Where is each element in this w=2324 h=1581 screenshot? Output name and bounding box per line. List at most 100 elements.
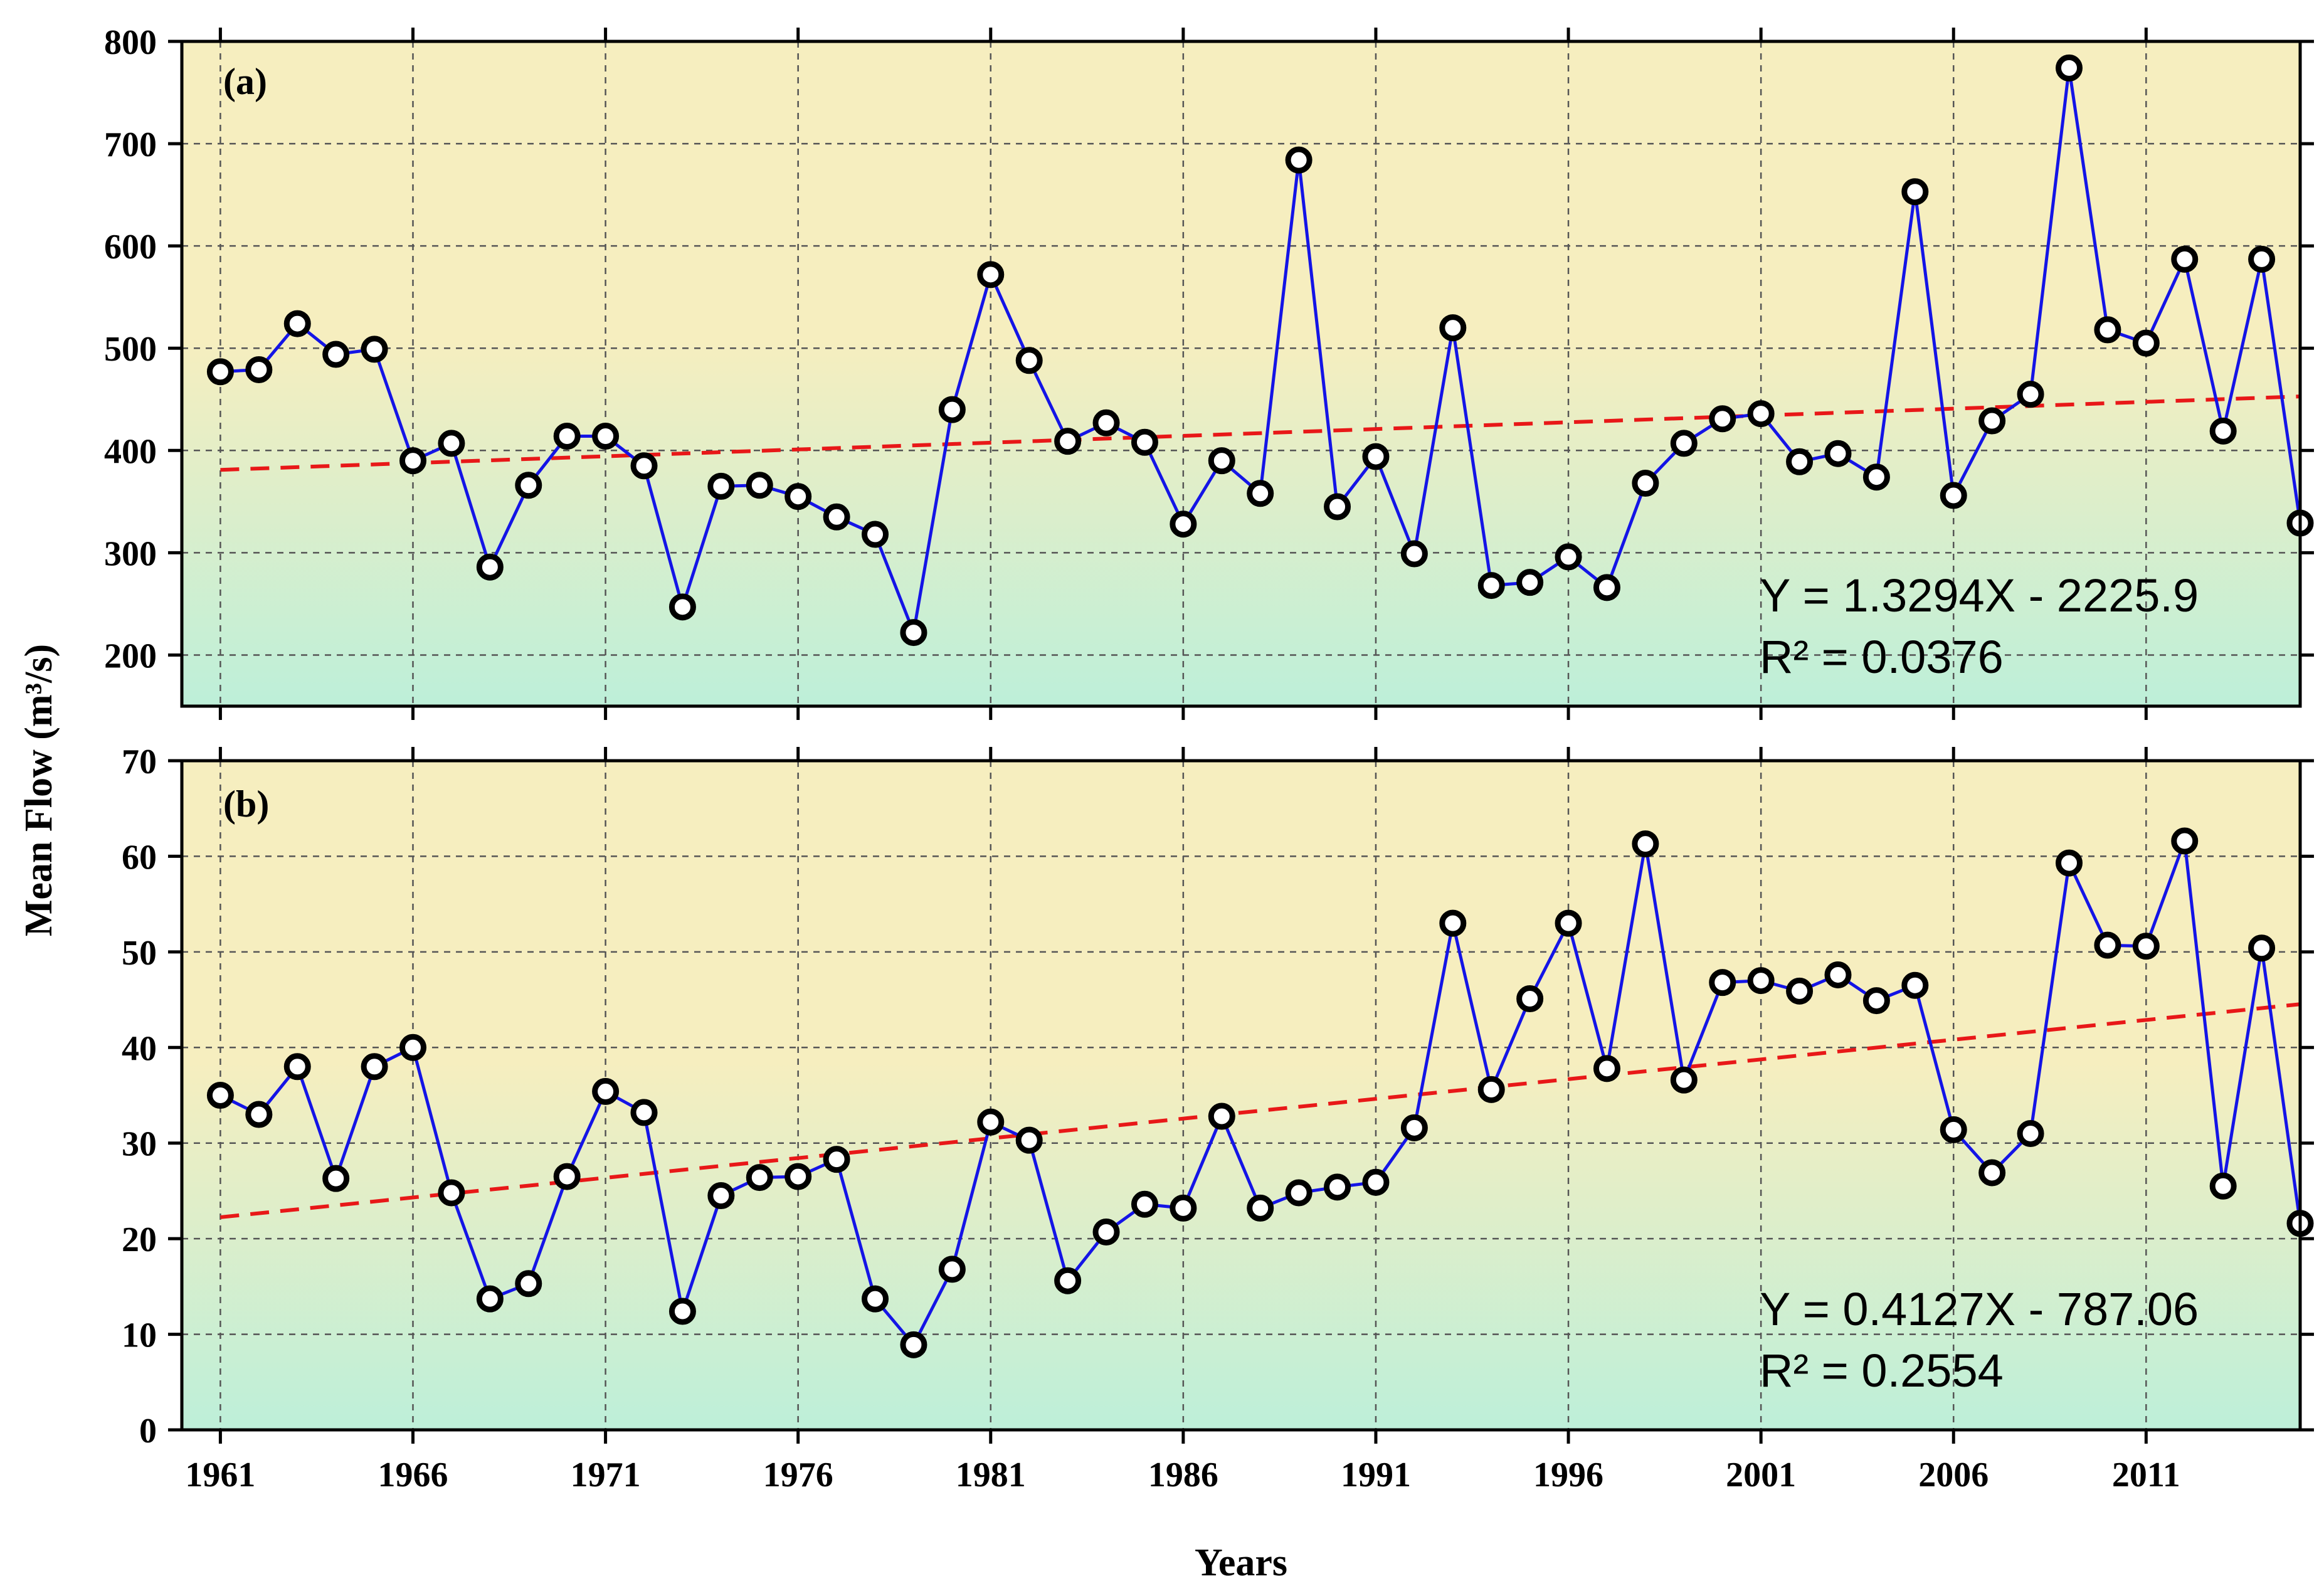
panel-a-plot-area — [182, 41, 2300, 706]
panel-a-ytick-label-500: 500 — [104, 330, 157, 369]
panel-b-ytick-label-40: 40 — [122, 1029, 157, 1068]
panel-b-r-squared: R² = 0.2554 — [1760, 1345, 2004, 1397]
panel-b-point-1978 — [862, 1285, 889, 1313]
panel-a-point-2002 — [1786, 448, 1814, 475]
panel-a-point-2000 — [1709, 405, 1736, 433]
panel-b-point-1998 — [1632, 830, 1659, 858]
panel-b-point-1999 — [1670, 1066, 1698, 1094]
panel-b-point-1970 — [553, 1163, 581, 1190]
panel-b-point-1968 — [476, 1285, 504, 1313]
panel-b-markers — [206, 827, 2314, 1358]
panel-b-y-tick-labels: 0 10 20 30 40 50 60 70 — [122, 743, 157, 1451]
panel-a-point-1980 — [938, 396, 966, 423]
panel-a-point-1992 — [1400, 540, 1428, 568]
panel-b-point-1983 — [1054, 1267, 1082, 1294]
panel-a-point-1996 — [1555, 543, 1582, 571]
panel-a-ytick-label-600: 600 — [104, 228, 157, 267]
panel-a-frame — [180, 40, 2302, 708]
panel-a-ytick-label-300: 300 — [104, 534, 157, 573]
panel-b-ytick-label-50: 50 — [122, 934, 157, 973]
panel-b-point-2008 — [2017, 1119, 2044, 1147]
panel-b-xtick-label-1961: 1961 — [185, 1456, 255, 1494]
panel-a-point-1984 — [1092, 409, 1120, 436]
panel-b-point-1996 — [1555, 909, 1582, 937]
panel-a-point-1964 — [322, 341, 350, 368]
panel-a-point-1961 — [206, 358, 234, 386]
panel-a-point-1981 — [977, 261, 1005, 288]
panel-a-point-2003 — [1824, 440, 1852, 467]
panel-a-point-1991 — [1362, 443, 1390, 470]
panel-b-label: (b) — [223, 783, 269, 825]
panel-a-point-2008 — [2017, 381, 2044, 408]
panel-b-point-2005 — [1901, 971, 1929, 999]
panel-a-point-1970 — [553, 422, 581, 450]
panel-b-xtick-label-1986: 1986 — [1148, 1456, 1218, 1494]
panel-a-chart: 200 300 400 500 600 700 800 (a) Y = 1.3294X - … — [104, 23, 2314, 720]
panel-a-point-2014 — [2248, 245, 2276, 273]
panel-b-point-1990 — [1324, 1173, 1351, 1201]
panel-b-point-1962 — [245, 1101, 273, 1128]
panel-a-equation: Y = 1.3294X - 2225.9 — [1760, 569, 2199, 621]
panel-b-xtick-label-2011: 2011 — [2112, 1456, 2180, 1494]
panel-a-y-tick-labels: 200 300 400 500 600 700 800 — [104, 23, 157, 675]
panel-a-point-1985 — [1131, 428, 1158, 456]
panel-b-point-1979 — [900, 1331, 927, 1358]
panel-a-point-2005 — [1901, 178, 1929, 206]
panel-a-point-1997 — [1593, 574, 1620, 601]
panel-a-point-1979 — [900, 619, 927, 647]
panel-b-point-1992 — [1400, 1114, 1428, 1141]
panel-b-xtick-label-1971: 1971 — [571, 1456, 641, 1494]
panel-a-point-1962 — [245, 356, 273, 383]
x-axis-title: Years — [1195, 1541, 1287, 1581]
panel-a-point-1998 — [1632, 469, 1659, 497]
panel-b-point-1984 — [1092, 1218, 1120, 1245]
panel-b-point-1963 — [283, 1053, 311, 1081]
panel-b-point-2011 — [2132, 933, 2160, 960]
panel-b-xtick-label-2001: 2001 — [1726, 1456, 1796, 1494]
panel-b-xtick-label-1981: 1981 — [956, 1456, 1026, 1494]
panel-b-point-1985 — [1131, 1190, 1158, 1218]
panel-b-ytick-label-0: 0 — [139, 1412, 157, 1451]
panel-b-point-2007 — [1978, 1159, 2006, 1187]
panel-b-point-1981 — [977, 1108, 1005, 1136]
panel-a-point-1969 — [515, 472, 542, 499]
panel-b-point-2013 — [2209, 1172, 2237, 1200]
panel-a-trend-line — [220, 394, 2301, 472]
panel-b-xtick-label-1991: 1991 — [1341, 1456, 1411, 1494]
panel-b-point-1987 — [1208, 1102, 1235, 1130]
panel-a-point-1972 — [630, 452, 658, 480]
panel-a-point-1973 — [668, 593, 696, 621]
panel-b-point-1976 — [784, 1163, 812, 1190]
panel-b-point-1973 — [668, 1298, 696, 1325]
panel-b-ytick-label-20: 20 — [122, 1220, 157, 1259]
panel-a-point-2009 — [2055, 54, 2083, 82]
panel-b-ytick-label-60: 60 — [122, 838, 157, 877]
panel-b-point-2006 — [1940, 1116, 1967, 1143]
panel-a-ytick-label-200: 200 — [104, 637, 157, 675]
panel-a-point-1963 — [283, 310, 311, 337]
panel-b-ytick-label-10: 10 — [122, 1316, 157, 1355]
panel-a-point-2007 — [1978, 407, 2006, 435]
panel-a-trend-layer — [220, 394, 2301, 472]
panel-b-xtick-label-2006: 2006 — [1918, 1456, 1989, 1494]
panel-b-ytick-label-70: 70 — [122, 743, 157, 781]
panel-a-point-2013 — [2209, 417, 2237, 445]
panel-a-point-1971 — [592, 422, 620, 450]
panel-a-point-1967 — [438, 430, 465, 457]
panel-a-point-1988 — [1247, 480, 1274, 507]
panel-b-point-1994 — [1477, 1076, 1505, 1103]
panel-b-point-1974 — [707, 1182, 735, 1210]
panel-a-label: (a) — [223, 61, 267, 102]
panel-a-point-1977 — [823, 503, 850, 531]
panel-b-point-1965 — [361, 1053, 388, 1081]
panel-a-point-1974 — [707, 472, 735, 500]
panel-a-ytick-label-400: 400 — [104, 432, 157, 471]
panel-b-point-1967 — [438, 1179, 465, 1207]
panel-b-point-1975 — [746, 1164, 773, 1192]
panel-b-point-2004 — [1862, 987, 1890, 1015]
y-axis-title: Mean Flow (m³/s) — [18, 644, 60, 936]
panel-a-point-1995 — [1516, 569, 1544, 596]
panel-b-point-1997 — [1593, 1055, 1620, 1082]
panel-b-chart: 0 10 20 30 40 50 60 70 1961 1966 1971 1976 1981 1986… — [122, 743, 2314, 1494]
